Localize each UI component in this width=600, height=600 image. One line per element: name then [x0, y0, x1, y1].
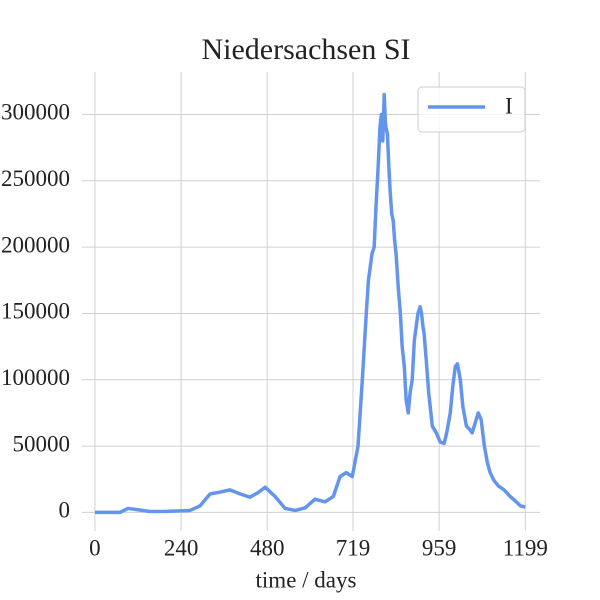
x-tick-label: 480 [250, 535, 285, 560]
x-tick-label: 1199 [503, 535, 548, 560]
y-tick-label: 0 [59, 498, 71, 523]
y-tick-label: 200000 [1, 232, 70, 257]
y-tick-label: 100000 [1, 365, 70, 390]
legend-box [417, 86, 526, 133]
x-tick-label: 719 [336, 535, 371, 560]
y-tick-label: 150000 [1, 299, 70, 324]
series-line [94, 92, 526, 515]
y-tick-label: 50000 [13, 431, 71, 456]
legend-label: I [505, 93, 513, 118]
y-tick-label: 250000 [1, 166, 70, 191]
x-axis-label: time / days [256, 567, 357, 592]
y-tick-label: 300000 [1, 100, 70, 125]
x-tick-label: 0 [89, 535, 101, 560]
x-tick-label: 240 [164, 535, 199, 560]
x-tick-label: 959 [422, 535, 457, 560]
chart-title: Niedersachsen SI [201, 33, 410, 66]
